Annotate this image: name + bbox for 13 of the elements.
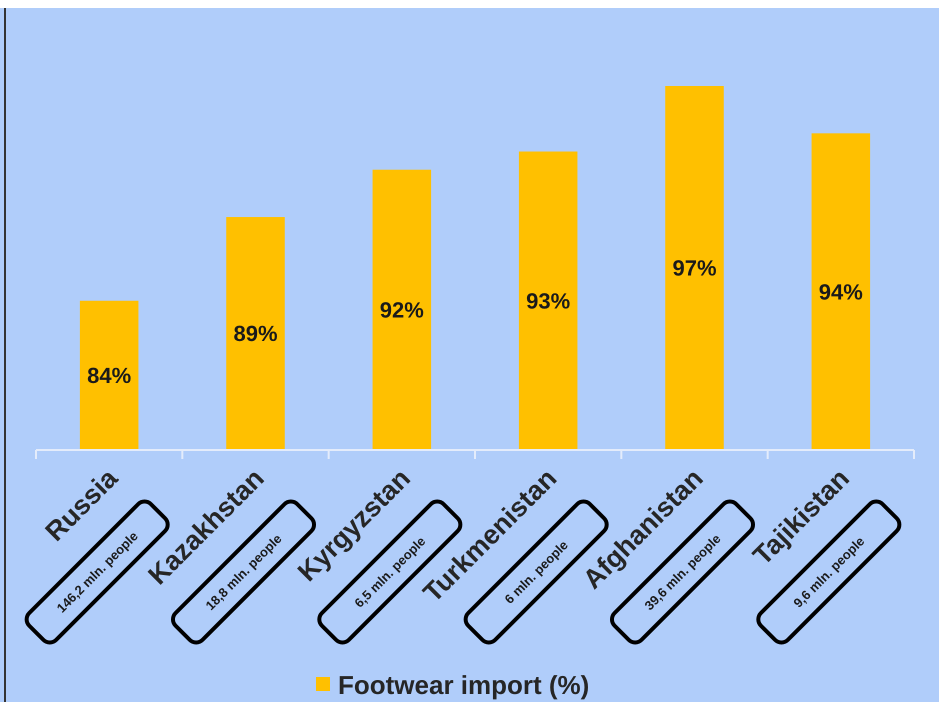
text: 89% [233,321,278,346]
text: 93% [526,288,570,314]
bar [518,152,578,450]
bar [372,170,432,450]
legend-label: Footwear import (%) [338,670,590,700]
text: 97% [672,256,717,281]
bar [226,217,285,450]
bar [812,133,870,450]
bar [665,86,724,450]
text: 92% [380,298,424,323]
text: 94% [818,279,863,304]
text: 84% [87,363,132,388]
bar [80,300,138,450]
